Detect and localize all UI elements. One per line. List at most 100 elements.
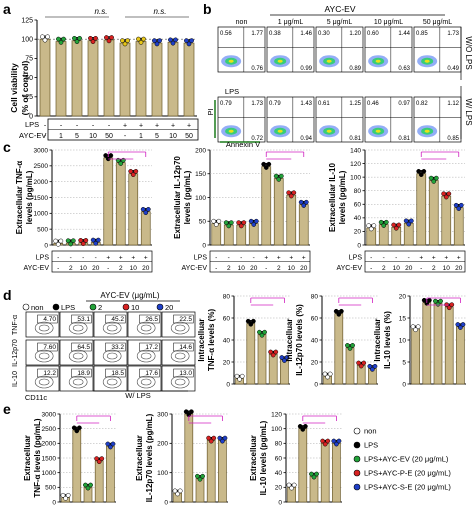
d-row-label: IL-10	[12, 371, 19, 387]
data-point	[78, 238, 84, 243]
data-point	[74, 428, 80, 434]
y-tick-label: 0	[164, 499, 168, 506]
gate-box	[105, 368, 126, 378]
gate-box	[71, 314, 92, 324]
c-lps-cell: +	[144, 255, 148, 262]
d-flow-value: 45.2	[111, 316, 124, 323]
data-point	[140, 206, 146, 212]
data-point	[453, 202, 459, 208]
data-point	[391, 222, 396, 228]
gate-box	[71, 342, 92, 352]
data-point	[347, 346, 353, 351]
data-point	[304, 199, 309, 205]
c-lps-cell: +	[106, 255, 110, 262]
bar	[345, 347, 355, 385]
data-point	[90, 237, 96, 243]
data-point	[446, 305, 452, 311]
e-legend-marker	[353, 427, 361, 435]
a-lps-row: - - - - - + + + + +	[44, 123, 191, 130]
quadrant-value-ur: 1.44	[398, 31, 410, 37]
quadrant-value-ul: 0.79	[269, 101, 281, 107]
bar	[332, 442, 341, 503]
contour	[34, 349, 54, 363]
d-legend-marker	[156, 303, 164, 311]
y-axis-label: Extracelluar	[249, 435, 258, 481]
bar	[422, 302, 432, 385]
data-point	[65, 492, 71, 498]
d-flow-value: 18.5	[111, 370, 124, 377]
d-flow-plot: 7.60	[25, 339, 60, 366]
data-point	[68, 241, 74, 247]
contour	[136, 321, 156, 335]
d-legend-marker	[52, 303, 60, 311]
contour	[170, 321, 190, 335]
c-ayc-cell: 20	[300, 265, 308, 272]
a-ayc-cell: -	[44, 133, 47, 140]
y-tick-label: 500	[45, 485, 56, 492]
bar	[309, 475, 319, 503]
data-point	[195, 473, 200, 479]
chart-c1: 0 500 1000 1500 2000 2500 3000 Extracellular TN…	[15, 147, 152, 249]
data-point	[189, 38, 194, 43]
d-w-lps-label: W/ LPS	[125, 391, 150, 400]
d-row-labels: TNF-α IL-12p70 IL-10	[12, 315, 19, 387]
a-ayc-cell: 5	[75, 133, 79, 140]
d-flow-frame	[161, 339, 196, 366]
bar	[167, 41, 179, 117]
data-point	[154, 41, 160, 47]
c-lps-cell: -	[253, 255, 255, 262]
cell-population-center	[424, 59, 430, 63]
d-flow-frame	[25, 311, 60, 338]
c-lps-cell: +	[131, 255, 135, 262]
data-point	[288, 193, 294, 199]
quadrant-value-ur: 1.12	[447, 101, 459, 107]
y-tick-label: 0	[202, 242, 206, 249]
c-lps-cell: -	[395, 255, 397, 262]
d-legend-label: 20	[165, 303, 173, 312]
contour	[68, 321, 88, 335]
data-point	[273, 349, 279, 355]
c-lps-cell: -	[215, 255, 217, 262]
quadrant-value-ur: 1.73	[251, 101, 263, 107]
contour	[106, 324, 118, 332]
quadrant-value-lr: 0.49	[447, 66, 459, 72]
data-point	[138, 40, 144, 45]
y-tick-label: 15	[399, 315, 407, 322]
c-lps-cell: +	[419, 255, 423, 262]
data-point	[234, 373, 240, 379]
y-tick-label: 200	[157, 441, 168, 448]
a-ylabel-1: Cell viability	[9, 63, 19, 113]
d-flow-plot: 26.5	[127, 311, 162, 338]
d-flow-frame	[59, 339, 94, 366]
y-axis-label: TNF-α levels (%)	[207, 309, 216, 372]
a-lps-cell: -	[108, 123, 111, 130]
bar	[403, 222, 414, 246]
data-point	[223, 220, 229, 225]
d-x-label: CD11c	[25, 393, 48, 402]
y-tick-label: 100	[21, 37, 33, 44]
cell-population-center	[277, 129, 283, 133]
c-lps-cell: +	[432, 255, 436, 262]
y-tick-label: 100	[350, 174, 361, 181]
gate-box	[139, 342, 160, 352]
c-ayc-cell: 2	[227, 265, 231, 272]
data-point	[130, 172, 136, 177]
d-flow-plot: 18.9	[59, 365, 94, 392]
data-point	[152, 38, 157, 43]
y-tick-label: 20	[275, 485, 283, 492]
gate-box	[37, 368, 58, 378]
y-tick-label: 40	[223, 337, 231, 344]
data-point	[236, 220, 241, 225]
c-ayc-label: AYC-EV	[23, 265, 49, 272]
y-tick-label: 0	[29, 113, 33, 120]
data-point	[77, 425, 82, 431]
data-point	[334, 441, 339, 447]
y-tick-label: 60	[275, 455, 283, 462]
data-point	[254, 218, 259, 224]
data-point	[168, 37, 173, 43]
a-ayc-cell: 50	[105, 133, 113, 140]
gate-box	[173, 342, 194, 352]
data-point	[251, 222, 257, 227]
data-point	[238, 223, 244, 229]
contour	[106, 378, 118, 386]
